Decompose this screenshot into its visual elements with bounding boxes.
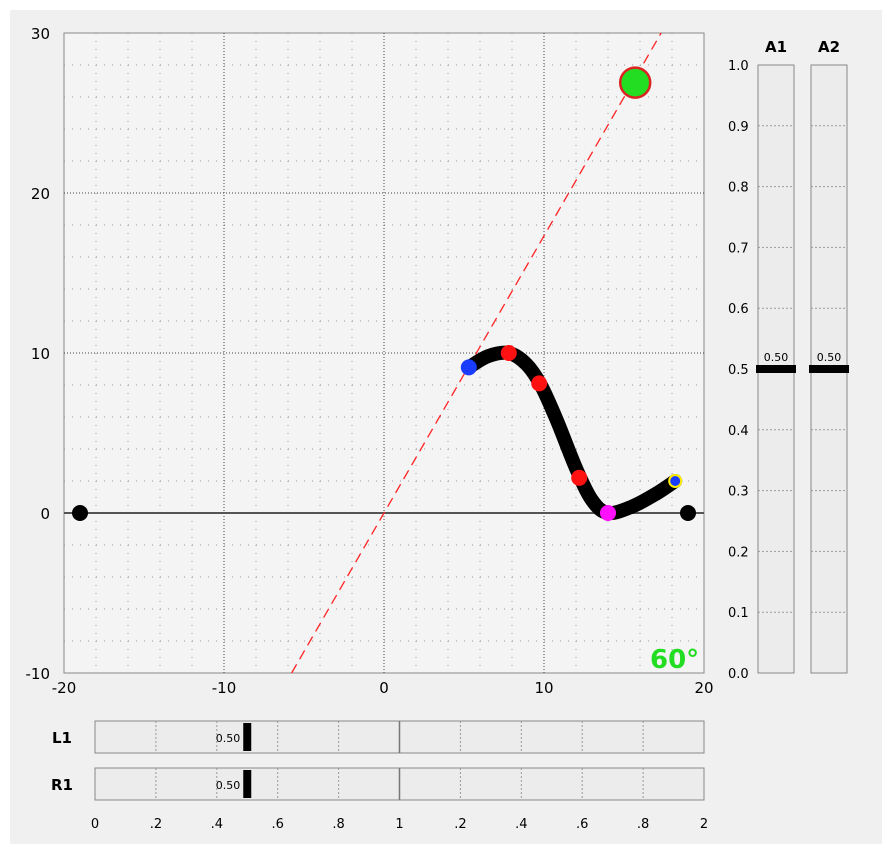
horizontal-axis-tick-label: 2	[700, 817, 708, 832]
endpoint-left[interactable]	[72, 505, 88, 521]
endpoint-right[interactable]	[680, 505, 696, 521]
horizontal-axis-tick-label: .6	[576, 817, 588, 832]
x-tick-label: -10	[212, 679, 237, 697]
vertical-axis-tick-label: 0.9	[728, 120, 749, 135]
slider-l1[interactable]: L1 0.50	[52, 720, 705, 754]
y-tick-label: 10	[31, 345, 50, 363]
vertical-axis-tick-label: 0.0	[728, 667, 749, 682]
direction-line	[291, 32, 662, 674]
simulator-panel: -20 -10 0 10 20 -10 0 10 20 30 60° 1.0 0.9 0.8 0.7 0…	[10, 10, 882, 844]
slider-thumb[interactable]	[243, 723, 252, 751]
vertical-axis-tick-label: 1.0	[728, 59, 749, 74]
slider-thumb[interactable]	[756, 365, 796, 373]
plot-frame	[63, 32, 705, 674]
y-tick-label: -10	[26, 665, 51, 683]
horizontal-axis-tick-label: 0	[91, 817, 99, 832]
y-tick-label: 0	[40, 505, 50, 523]
angle-readout: 60°	[650, 645, 699, 675]
x-tick-label: 20	[694, 679, 713, 697]
horizontal-slider-axis: 0 .2 .4 .6 .8 1 .2 .4 .6 .8 2	[91, 817, 708, 832]
vertical-sliders: A1 0.50 A2 0.50	[756, 38, 849, 674]
y-tick-labels: -10 0 10 20 30	[26, 25, 51, 683]
horizontal-axis-tick-label: 1	[395, 817, 403, 832]
slider-label: A2	[818, 38, 840, 56]
slider-thumb[interactable]	[809, 365, 849, 373]
x-tick-label: 0	[379, 679, 389, 697]
horizontal-sliders: L1 0.50 R1 0.50	[51, 720, 705, 801]
horizontal-axis-tick-label: .4	[515, 817, 527, 832]
horizontal-axis-tick-label: .4	[211, 817, 223, 832]
vertical-axis-tick-label: 0.7	[728, 241, 749, 256]
vertical-axis-tick-label: 0.1	[728, 606, 749, 621]
vertical-axis-tick-label: 0.2	[728, 545, 749, 560]
slider-label: A1	[765, 38, 787, 56]
slider-label: R1	[51, 776, 73, 794]
joint-point[interactable]	[500, 345, 517, 361]
slider-a2[interactable]: A2 0.50	[809, 38, 849, 674]
y-tick-label: 20	[31, 185, 50, 203]
vertical-axis-tick-label: 0.4	[728, 424, 749, 439]
y-tick-label: 30	[31, 25, 50, 43]
slider-value: 0.50	[216, 779, 241, 792]
horizontal-axis-tick-label: .8	[637, 817, 649, 832]
horizontal-axis-tick-label: .8	[332, 817, 344, 832]
x-tick-label: -20	[52, 679, 77, 697]
vertical-axis-tick-label: 0.8	[728, 181, 749, 196]
vertical-axis-tick-label: 0.5	[728, 363, 749, 378]
target-marker[interactable]	[618, 66, 652, 99]
slider-thumb[interactable]	[243, 770, 252, 798]
slider-a1[interactable]: A1 0.50	[756, 38, 796, 674]
start-point[interactable]	[460, 359, 477, 376]
vertical-axis-tick-label: 0.6	[728, 302, 749, 317]
horizontal-axis-tick-label: .2	[150, 817, 162, 832]
slider-value: 0.50	[764, 351, 789, 364]
horizontal-axis-tick-label: .2	[454, 817, 466, 832]
joint-point[interactable]	[571, 469, 588, 486]
joint-points	[500, 345, 588, 486]
slider-value: 0.50	[216, 732, 241, 745]
slider-value: 0.50	[817, 351, 842, 364]
horizontal-axis-tick-label: .6	[271, 817, 283, 832]
slider-label: L1	[52, 729, 72, 747]
base-point[interactable]	[600, 505, 616, 521]
vertical-slider-axis: 1.0 0.9 0.8 0.7 0.6 0.5 0.4 0.3 0.2 0.1 0.0	[728, 59, 749, 682]
x-tick-labels: -20 -10 0 10 20	[52, 679, 714, 697]
tip-point[interactable]	[668, 474, 683, 488]
vertical-axis-tick-label: 0.3	[728, 485, 749, 500]
slider-r1[interactable]: R1 0.50	[51, 767, 705, 801]
joint-point[interactable]	[531, 375, 548, 392]
x-tick-label: 10	[534, 679, 553, 697]
